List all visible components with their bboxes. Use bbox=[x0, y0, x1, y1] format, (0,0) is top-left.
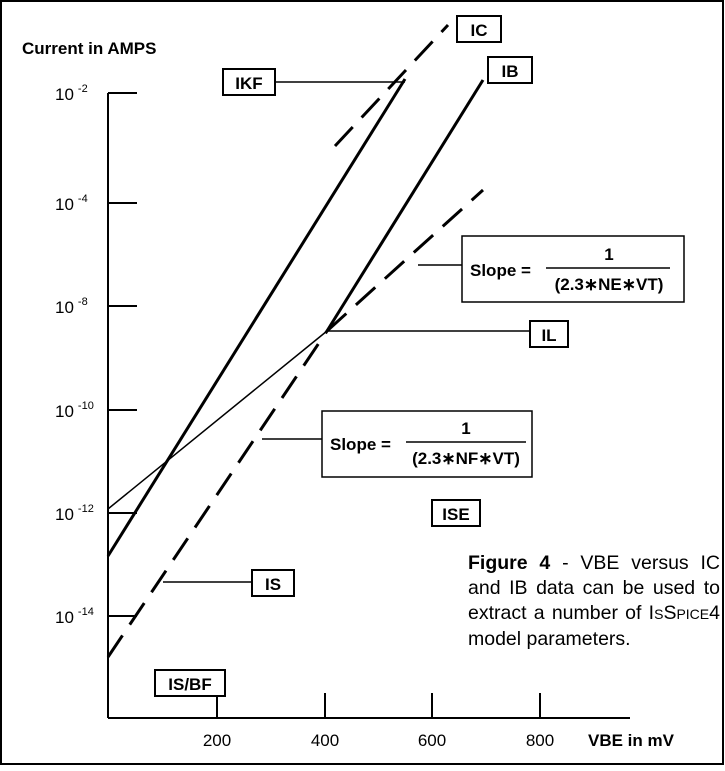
nf-slope-prefix: Slope = bbox=[330, 435, 391, 454]
figure-caption: Figure 4 - VBE versus IC and IB data can… bbox=[468, 551, 720, 652]
is-bf-label-text: IS/BF bbox=[168, 675, 211, 694]
y-tick-label: 10 -14 bbox=[55, 606, 94, 627]
x-tick-label: 800 bbox=[526, 731, 554, 750]
x-ticks bbox=[216, 693, 541, 718]
y-axis-label: Current in AMPS bbox=[22, 39, 156, 58]
ise-label: ISE bbox=[431, 499, 481, 527]
ic-label-text: IC bbox=[471, 21, 488, 40]
ic-label-box bbox=[456, 15, 502, 43]
y-ticks bbox=[108, 92, 137, 617]
is-bf-label: IS/BF bbox=[154, 669, 226, 697]
ikf-label-box bbox=[222, 68, 276, 96]
ib-curve bbox=[325, 79, 485, 332]
y-tick-label: 10 -10 bbox=[55, 400, 94, 421]
caption-program-name: ISSPICE4 bbox=[648, 602, 720, 624]
nf-slope-box-border bbox=[321, 410, 533, 478]
is-bf-label-box bbox=[154, 669, 226, 697]
ikf-label-text: IKF bbox=[235, 74, 262, 93]
ise-label-text: ISE bbox=[442, 505, 469, 524]
ne-slope-numerator: 1 bbox=[604, 245, 613, 264]
ib-label-box bbox=[487, 56, 533, 84]
nf-slope-denominator: (2.3∗NF∗VT) bbox=[412, 449, 520, 468]
y-tick-label: 10 -12 bbox=[55, 503, 94, 524]
x-tick-label: 400 bbox=[311, 731, 339, 750]
x-tick-label: 200 bbox=[203, 731, 231, 750]
ib-label: IB bbox=[487, 56, 533, 84]
ic-curve bbox=[106, 78, 407, 557]
ic-label: IC bbox=[456, 15, 502, 43]
y-tick-label: 10 -8 bbox=[55, 296, 88, 317]
ic-high-injection-dashed bbox=[333, 23, 450, 148]
ikf-label: IKF bbox=[222, 68, 276, 96]
is-label: IS bbox=[251, 569, 295, 597]
is-label-box bbox=[251, 569, 295, 597]
il-label-text: IL bbox=[541, 326, 556, 345]
caption-line1: - VBE versus IC and IB data can be used … bbox=[468, 552, 720, 624]
ne-slope-dashed bbox=[325, 188, 485, 333]
il-label-box bbox=[529, 320, 569, 348]
il-label: IL bbox=[529, 320, 569, 348]
x-tick-label: 600 bbox=[418, 731, 446, 750]
nf-slope-box: Slope = 1 (2.3∗NF∗VT) bbox=[321, 410, 533, 478]
is-label-text: IS bbox=[265, 575, 281, 594]
y-tick-labels: 10 -2 10 -4 10 -8 10 -10 10 -12 10 -14 bbox=[55, 83, 94, 627]
ne-slope-box-border bbox=[461, 235, 685, 303]
ne-slope-denominator: (2.3∗NE∗VT) bbox=[555, 275, 664, 294]
ne-slope-box: Slope = 1 (2.3∗NE∗VT) bbox=[461, 235, 685, 303]
caption-line2: model parameters. bbox=[468, 628, 631, 650]
y-tick-label: 10 -2 bbox=[55, 83, 88, 104]
ise-thin-line bbox=[107, 330, 328, 510]
x-axis-label: VBE in mV bbox=[588, 731, 675, 750]
ib-label-text: IB bbox=[502, 62, 519, 81]
x-tick-labels: 200 400 600 800 bbox=[203, 731, 554, 750]
ise-label-box bbox=[431, 499, 481, 527]
y-tick-label: 10 -4 bbox=[55, 193, 88, 214]
nf-slope-numerator: 1 bbox=[461, 419, 470, 438]
caption-figure-number: Figure 4 bbox=[468, 552, 551, 574]
is-extrapolation-dashed bbox=[106, 330, 329, 658]
ne-slope-prefix: Slope = bbox=[470, 261, 531, 280]
